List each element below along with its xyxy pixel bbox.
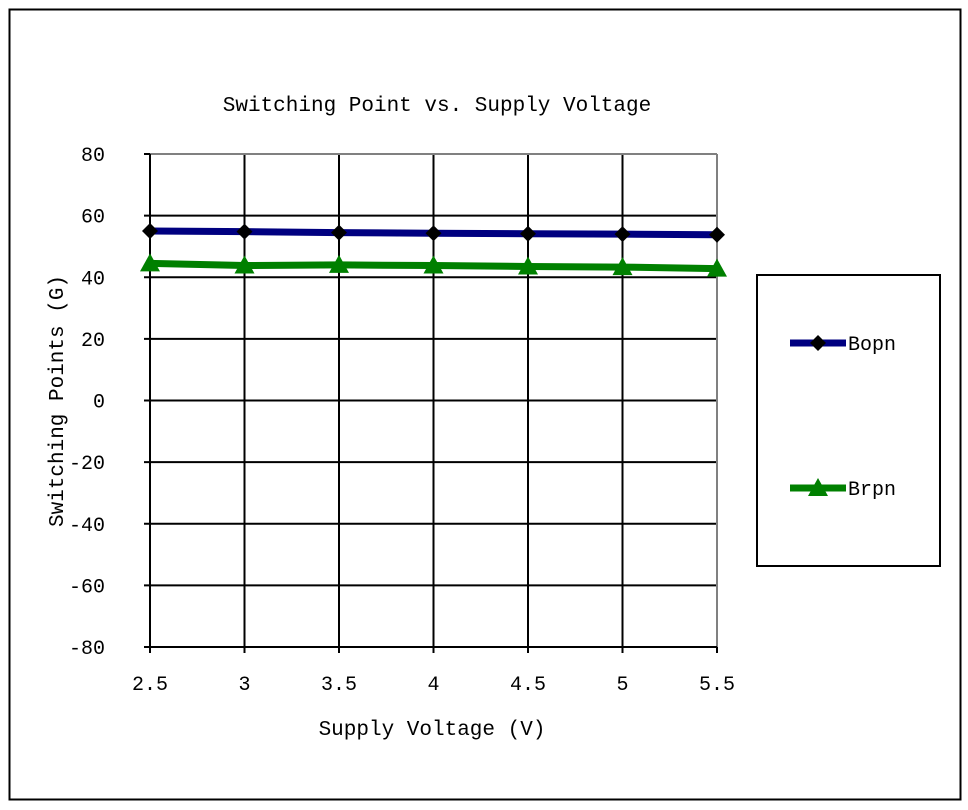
x-tick-label: 5 xyxy=(616,674,628,697)
y-tick-label: 40 xyxy=(81,268,105,291)
data-point-bopn xyxy=(614,226,631,243)
y-tick-label: 80 xyxy=(81,145,105,168)
x-tick-label: 5.5 xyxy=(699,674,735,697)
data-point-brpn xyxy=(329,254,349,273)
legend-marker-brpn xyxy=(808,478,828,496)
data-point-brpn xyxy=(518,256,538,275)
y-axis-label: Switching Points (G) xyxy=(47,275,70,527)
x-tick-label: 3.5 xyxy=(321,674,357,697)
data-point-brpn xyxy=(707,258,727,277)
legend-box xyxy=(756,274,941,567)
y-tick-label: 20 xyxy=(81,330,105,353)
data-point-brpn xyxy=(423,255,444,274)
x-tick-label: 3 xyxy=(238,674,250,697)
data-point-bopn xyxy=(520,225,536,242)
legend-label-bopn: Bopn xyxy=(848,334,896,357)
chart-title: Switching Point vs. Supply Voltage xyxy=(223,95,651,118)
legend-label-brpn: Brpn xyxy=(848,479,896,502)
legend-marker-bopn xyxy=(810,335,826,351)
data-point-bopn xyxy=(709,226,725,243)
x-axis-label: Supply Voltage (V) xyxy=(319,719,546,742)
x-tick-label: 2.5 xyxy=(132,674,168,697)
legend: Bopn Brpn xyxy=(756,274,941,567)
data-point-brpn xyxy=(140,253,160,272)
data-point-bopn xyxy=(142,223,158,240)
data-point-bopn xyxy=(425,225,442,242)
y-tick-label: 60 xyxy=(81,207,105,230)
data-point-brpn xyxy=(612,257,633,276)
x-tick-label: 4.5 xyxy=(510,674,546,697)
y-tick-label: -80 xyxy=(69,638,105,661)
data-point-brpn xyxy=(234,255,255,274)
data-point-bopn xyxy=(331,224,347,241)
x-tick-label: 4 xyxy=(427,674,439,697)
y-tick-label: -20 xyxy=(69,453,105,476)
data-point-bopn xyxy=(236,223,253,240)
y-tick-label: -40 xyxy=(69,515,105,538)
plot-area: 80 60 40 20 0 -20 -40 -60 -80 2.5 3 3.5 4 4.5 5 5.5 xyxy=(69,145,735,697)
y-tick-label: 0 xyxy=(93,392,105,415)
y-tick-label: -60 xyxy=(69,576,105,599)
